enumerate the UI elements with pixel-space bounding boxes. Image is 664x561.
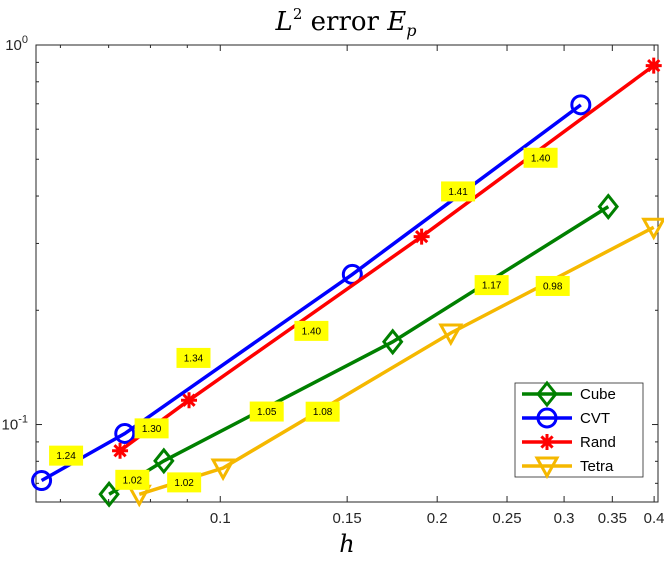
legend-marker-tetra <box>534 456 560 480</box>
rate-label-box-cube <box>474 275 509 296</box>
rate-label-box-cvt <box>523 147 558 168</box>
title-middle: error <box>302 7 387 37</box>
rate-label-rand: 1.34 <box>184 353 204 364</box>
legend-box <box>514 382 644 478</box>
title-variable: E <box>386 7 406 37</box>
data-point-tetra <box>438 323 464 347</box>
x-tick-label: 0.35 <box>598 510 627 527</box>
chart-title: L2 error Ep <box>275 5 417 40</box>
rate-label-box-cube <box>249 401 284 422</box>
rate-label-box-cvt <box>49 445 84 466</box>
legend-label-rand: Rand <box>580 434 616 451</box>
data-point-rand <box>645 57 662 74</box>
title-main: L <box>275 7 293 37</box>
data-point-cube <box>597 193 619 221</box>
legend-marker-cube <box>536 380 558 408</box>
title-superscript: 2 <box>293 5 303 23</box>
data-point-tetra <box>210 458 236 482</box>
rate-label-cvt: 1.24 <box>56 451 76 462</box>
rate-label-rand: 1.41 <box>448 187 468 198</box>
data-point-cvt <box>31 470 53 492</box>
data-point-cvt <box>114 423 136 445</box>
x-tick-label: 0.25 <box>492 510 521 527</box>
data-point-tetra <box>641 217 664 241</box>
x-axis-label: h <box>339 530 354 556</box>
rate-label-cvt: 1.40 <box>302 326 322 337</box>
legend-marker-rand <box>539 434 555 450</box>
rate-label-box-cvt <box>294 320 329 341</box>
legend-label-tetra: Tetra <box>580 458 614 475</box>
rate-label-cube: 1.05 <box>257 407 277 418</box>
legend-label-cvt: CVT <box>580 410 610 427</box>
data-point-cube <box>153 447 175 475</box>
rate-label-box-rand <box>441 181 476 202</box>
y-tick-label: 10-1 <box>2 414 28 434</box>
rate-label-box-cvt <box>134 418 169 439</box>
rate-label-box-tetra <box>305 401 340 422</box>
rate-label-tetra: 0.98 <box>543 281 563 292</box>
rate-label-box-tetra <box>167 472 202 493</box>
data-point-cube <box>381 328 404 356</box>
data-point-rand <box>413 228 430 245</box>
data-point-cvt <box>570 94 592 116</box>
data-point-rand <box>181 392 198 409</box>
rate-label-box-cube <box>115 469 150 490</box>
rate-label-cube: 1.17 <box>482 281 502 292</box>
legend-label-cube: Cube <box>580 386 616 403</box>
rate-label-box-tetra <box>535 275 570 296</box>
plot-area: 0.1 0.15 0.2 0.25 0.3 0.35 0.4 10-1 100 1.02 1.05 1… <box>2 34 664 527</box>
x-tick-label: 0.15 <box>333 510 362 527</box>
title-subscript: p <box>406 21 416 40</box>
x-tick-label: 0.4 <box>644 510 664 527</box>
y-tick-label: 100 <box>5 34 28 54</box>
rate-label-box-rand <box>176 347 211 368</box>
data-point-cube <box>98 480 120 508</box>
x-tick-label: 0.1 <box>210 510 231 527</box>
rate-label-cvt: 1.40 <box>531 153 551 164</box>
rate-label-cvt: 1.30 <box>142 424 162 435</box>
x-tick-label: 0.3 <box>554 510 575 527</box>
rate-label-tetra: 1.02 <box>174 478 194 489</box>
x-tick-label: 0.2 <box>427 510 448 527</box>
rate-label-cube: 1.02 <box>123 475 143 486</box>
rate-label-tetra: 1.08 <box>313 407 333 418</box>
legend: Cube CVT Rand Tetra <box>514 380 644 480</box>
data-point-rand <box>112 442 129 459</box>
legend-marker-cvt <box>536 407 558 429</box>
